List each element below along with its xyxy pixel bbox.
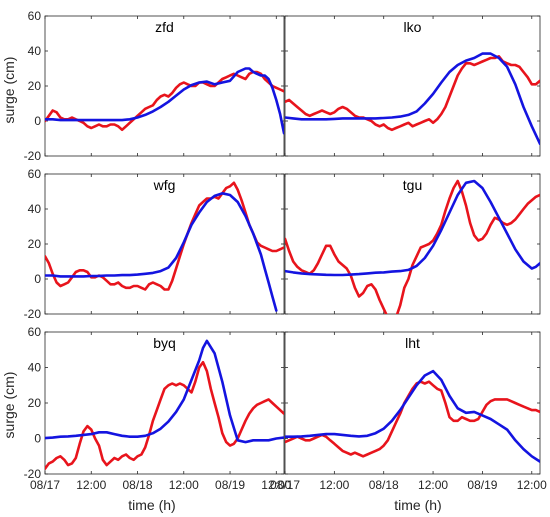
chart-panel-lko: lko bbox=[284, 15, 541, 157]
y-tick-label: 20 bbox=[28, 237, 42, 251]
chart-panel-tgu: tgu bbox=[284, 173, 541, 315]
observed-series-line bbox=[45, 360, 284, 471]
plot-frame bbox=[44, 331, 285, 475]
x-tick-label: 12:00 bbox=[261, 478, 291, 492]
x-tick-label: 12:00 bbox=[169, 478, 199, 492]
model-series-line bbox=[45, 339, 284, 444]
panel-title: wfg bbox=[153, 177, 176, 193]
model-series-line bbox=[45, 67, 284, 135]
y-tick-label: 0 bbox=[34, 114, 41, 128]
plot-frame bbox=[284, 331, 541, 475]
y-tick-label: 40 bbox=[28, 361, 42, 375]
model-series-line bbox=[285, 369, 540, 463]
chart-panel-byq: byq -20 0 20 40 60 08/17 12:00 08/18 12:00 08/19 12… bbox=[24, 325, 292, 492]
x-tick-label: 08/19 bbox=[215, 478, 245, 492]
y-tick-label: -20 bbox=[24, 467, 42, 481]
x-axis-label: time (h) bbox=[394, 497, 441, 513]
chart-panel-zfd: zfd -20 0 20 40 60 bbox=[24, 9, 285, 163]
panel-title: tgu bbox=[403, 177, 422, 193]
observed-series-line bbox=[285, 179, 540, 314]
y-tick-label: 0 bbox=[34, 272, 41, 286]
y-axis-label: surge (cm) bbox=[1, 57, 17, 124]
y-tick-label: 40 bbox=[28, 44, 42, 58]
panel-title: lko bbox=[404, 19, 422, 35]
x-tick-label: 08/17 bbox=[30, 478, 60, 492]
plot-frame bbox=[44, 173, 285, 315]
x-tick-label: 08/18 bbox=[123, 478, 153, 492]
observed-series-line bbox=[285, 380, 540, 458]
y-tick-label: 60 bbox=[28, 9, 42, 23]
panel-title: lht bbox=[405, 335, 420, 351]
plot-frame bbox=[284, 15, 541, 157]
x-tick-label: 08/19 bbox=[467, 478, 497, 492]
model-series-line bbox=[285, 52, 540, 146]
x-tick-label: 12:00 bbox=[517, 478, 547, 492]
model-series-line bbox=[45, 192, 278, 312]
observed-series-line bbox=[45, 70, 284, 132]
plot-frame bbox=[284, 173, 541, 315]
y-tick-label: 20 bbox=[28, 396, 42, 410]
panel-title: zfd bbox=[155, 19, 174, 35]
y-tick-label: 20 bbox=[28, 79, 42, 93]
chart-panel-wfg: wfg -20 0 20 40 60 bbox=[24, 167, 285, 321]
y-tick-label: -20 bbox=[24, 307, 42, 321]
y-tick-label: 60 bbox=[28, 325, 42, 339]
y-axis-label: surge (cm) bbox=[1, 372, 17, 439]
observed-series-line bbox=[45, 181, 284, 291]
x-tick-label: 08/17 bbox=[270, 478, 300, 492]
y-tick-label: -20 bbox=[24, 149, 42, 163]
plot-frame bbox=[44, 15, 285, 157]
panel-title: byq bbox=[153, 335, 176, 351]
x-tick-label: 12:00 bbox=[319, 478, 349, 492]
x-tick-label: 12:00 bbox=[76, 478, 106, 492]
x-tick-label: 08/18 bbox=[369, 478, 399, 492]
y-tick-label: 0 bbox=[34, 432, 41, 446]
chart-panels: zfd -20 0 20 40 60 lko wfg -20 0 20 40 60 tgu byq -20 0 2… bbox=[24, 9, 547, 492]
y-tick-label: 60 bbox=[28, 167, 42, 181]
chart-panel-lht: lht 08/17 12:00 08/18 12:00 08/19 12:00 bbox=[270, 331, 547, 492]
y-tick-label: 40 bbox=[28, 202, 42, 216]
model-series-line bbox=[285, 179, 540, 277]
x-axis-label: time (h) bbox=[128, 497, 175, 513]
x-tick-label: 12:00 bbox=[418, 478, 448, 492]
